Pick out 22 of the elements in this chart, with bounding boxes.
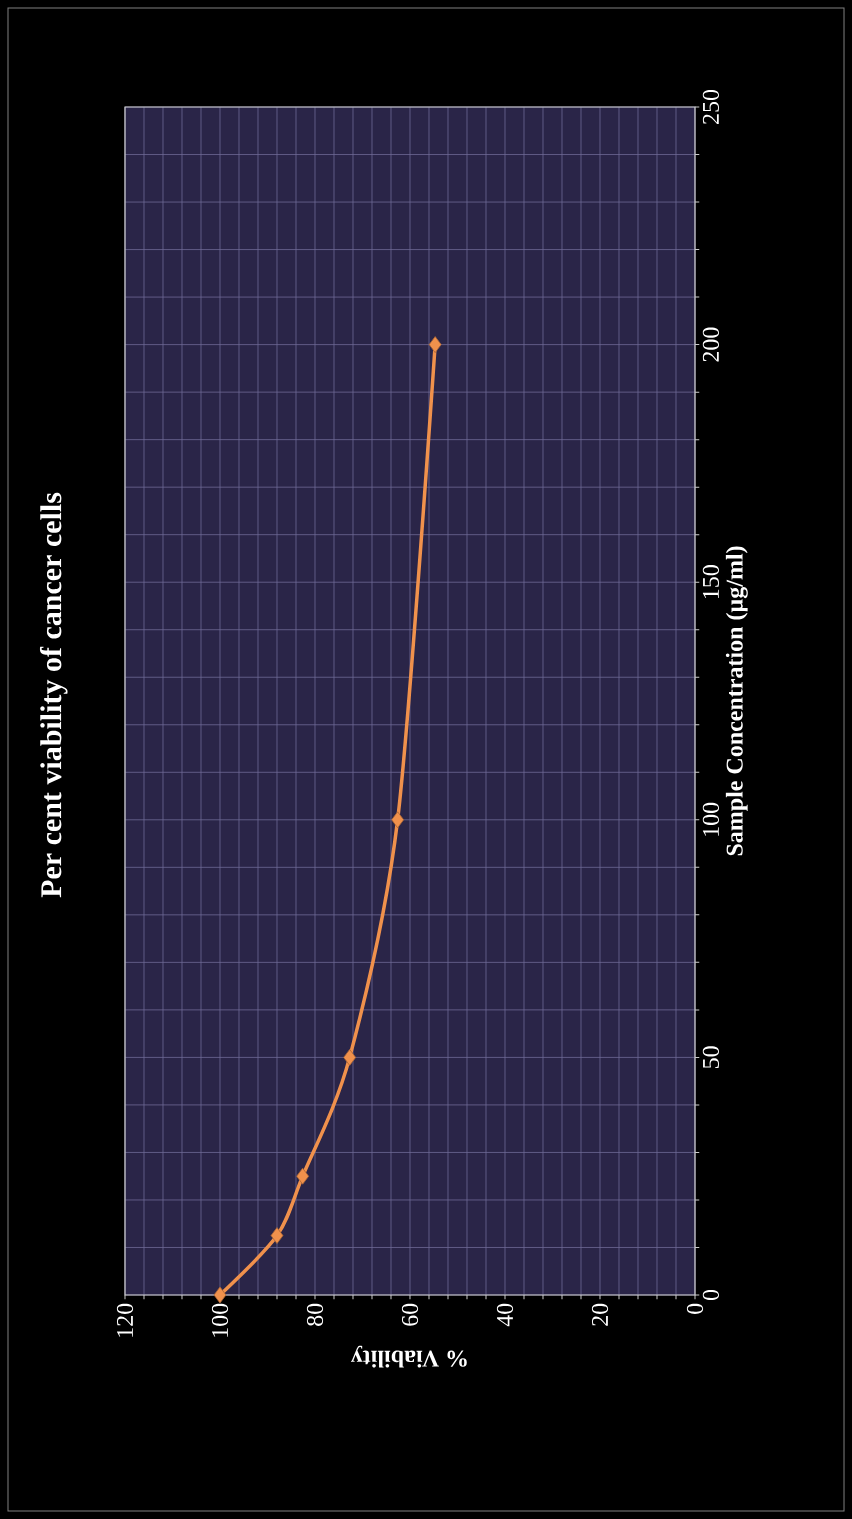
point: [343, 1049, 357, 1066]
x-tick-label: 100: [211, 1303, 229, 1337]
y-axis-title: Sample Concentration (µg/ml): [725, 546, 748, 856]
x-tick-label: 20: [591, 1303, 609, 1326]
x-tick-label: 0: [686, 1303, 704, 1314]
y-tick-label: 250: [702, 89, 719, 124]
text: Per cent viability of cancer cells: [39, 492, 68, 898]
y-tick-label: 150: [702, 565, 719, 599]
point: [270, 1227, 284, 1244]
y-tick-label: 50: [702, 1046, 719, 1069]
point: [296, 1167, 310, 1185]
y-tick-label: 0: [702, 1289, 719, 1301]
x-tick-label: 80: [306, 1303, 324, 1326]
point: [213, 1286, 227, 1304]
x-axis-title: % Viability: [351, 1345, 467, 1368]
x-tick-label: 40: [496, 1303, 514, 1327]
x-tick-label: 60: [401, 1303, 419, 1326]
point: [428, 336, 442, 354]
x-tick-label: 120: [116, 1303, 134, 1337]
y-tick-label: 200: [702, 327, 719, 362]
y-tick-label: 100: [702, 802, 719, 836]
point: [391, 811, 405, 829]
